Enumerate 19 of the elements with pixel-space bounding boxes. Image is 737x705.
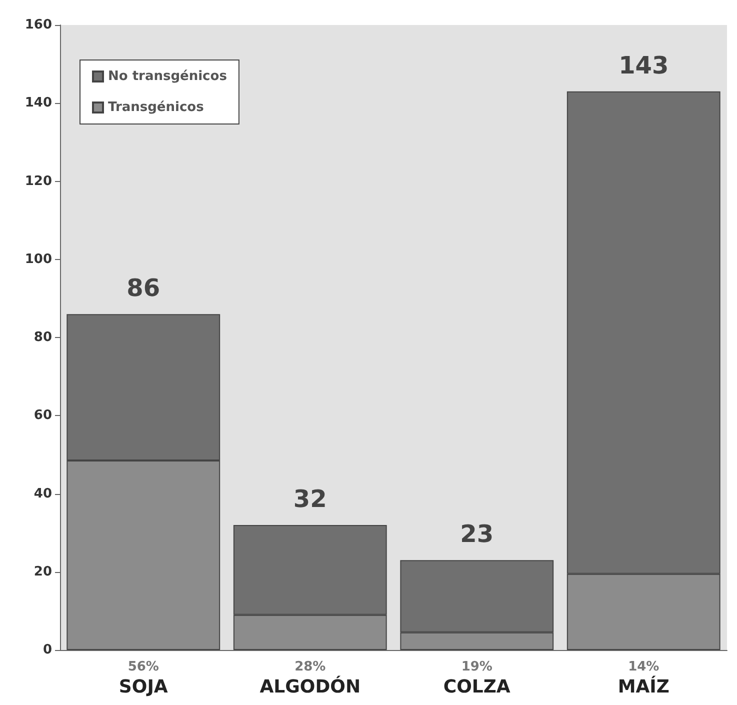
- legend-label: No transgénicos: [108, 69, 228, 84]
- y-tick-label: 60: [34, 408, 52, 424]
- total-label: 32: [293, 485, 327, 513]
- total-label: 86: [126, 274, 160, 302]
- y-tick-label: 40: [34, 486, 52, 502]
- x-tick-label: 14% MAÍZ: [618, 660, 670, 698]
- legend-label: Transgénicos: [108, 100, 204, 115]
- total-label: 23: [460, 520, 494, 548]
- y-tick-label: 80: [34, 330, 52, 345]
- y-tick-label: 0: [42, 642, 52, 658]
- x-tick-label: 19% COLZA: [443, 660, 510, 698]
- y-tick-label: 120: [24, 174, 52, 189]
- x-tick-label: 28% ALGODÓN: [260, 660, 361, 698]
- y-tick-label: 100: [24, 252, 52, 267]
- x-tick-label: 56% SOJA: [118, 660, 168, 698]
- y-tick-label: 160: [24, 18, 52, 32]
- y-tick-label: 140: [24, 96, 52, 111]
- total-label: 143: [618, 51, 669, 80]
- y-tick-label: 20: [34, 564, 52, 580]
